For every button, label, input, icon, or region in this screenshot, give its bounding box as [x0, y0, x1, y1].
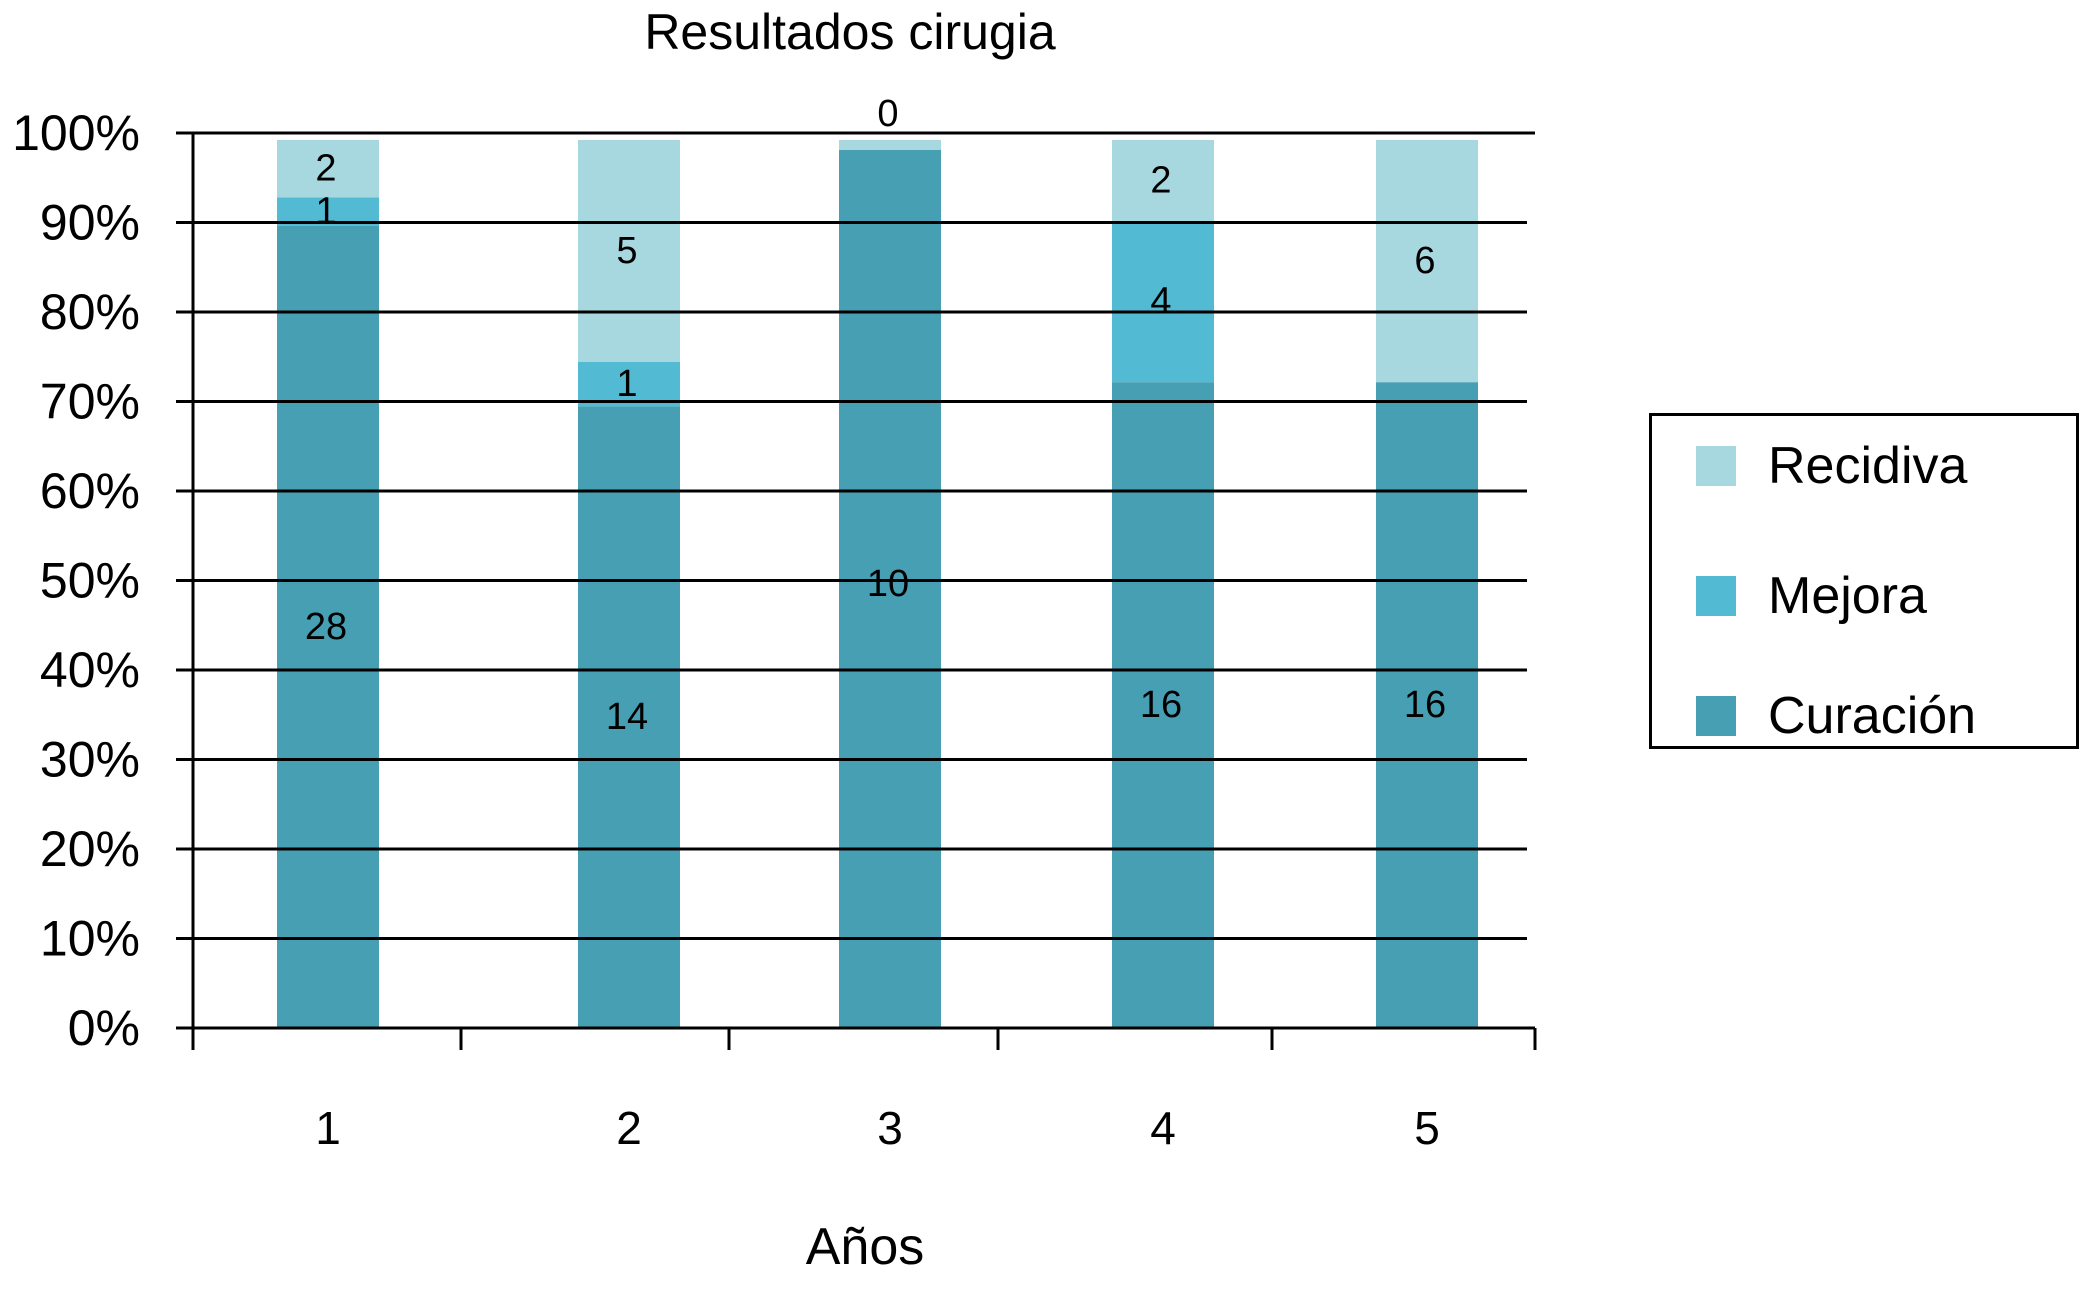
data-label: 2 [315, 148, 336, 190]
y-tick-label: 60% [40, 463, 140, 519]
legend-item-mejora: Mejora [1696, 566, 1927, 626]
bar-recidiva-4 [1112, 140, 1214, 221]
legend-item-curacion: Curación [1696, 686, 1976, 746]
bar-recidiva-1 [277, 140, 379, 198]
y-tick-label: 10% [40, 911, 140, 967]
bar-recidiva-5 [1376, 140, 1478, 383]
legend-item-recidiva: Recidiva [1696, 436, 1967, 496]
bar-recidiva-3 [839, 140, 941, 150]
legend-swatch-curacion [1696, 696, 1736, 736]
data-label: 16 [1404, 684, 1446, 726]
bar-curación-2 [578, 406, 680, 1028]
data-label: 2 [1150, 159, 1171, 201]
data-label: 5 [616, 230, 637, 272]
y-tick-label: 90% [40, 195, 140, 251]
data-label: 6 [1414, 240, 1435, 282]
legend-label-curacion: Curación [1768, 687, 1977, 745]
x-tick-label: 3 [877, 1102, 903, 1154]
bar-recidiva-2 [578, 140, 680, 362]
bar-curación-3 [839, 140, 941, 1028]
data-label: 28 [305, 606, 347, 648]
x-tick-label: 1 [315, 1102, 341, 1154]
legend-swatch-mejora [1696, 576, 1736, 616]
data-label: 0 [877, 93, 898, 135]
y-tick-label: 80% [40, 284, 140, 340]
data-label: 1 [616, 363, 637, 405]
y-tick-label: 70% [40, 374, 140, 430]
y-tick-label: 50% [40, 553, 140, 609]
bar-mejora-4 [1112, 220, 1214, 383]
x-tick-label: 5 [1414, 1102, 1440, 1154]
data-label: 16 [1140, 684, 1182, 726]
data-label: 10 [867, 563, 909, 605]
legend-swatch-recidiva [1696, 446, 1736, 486]
x-tick-label: 4 [1150, 1102, 1176, 1154]
chart-title: Resultados cirugia [644, 4, 1056, 60]
data-label: 4 [1150, 280, 1171, 322]
data-label: 1 [315, 191, 336, 233]
y-tick-label: 0% [68, 1000, 140, 1056]
bar-curación-1 [277, 225, 379, 1028]
x-tick-label: 2 [616, 1102, 642, 1154]
x-axis-title: Años [805, 1218, 925, 1276]
y-tick-label: 20% [40, 821, 140, 877]
legend-label-mejora: Mejora [1768, 567, 1927, 625]
y-tick-label: 100% [12, 105, 140, 161]
y-tick-label: 30% [40, 732, 140, 788]
legend-label-recidiva: Recidiva [1768, 437, 1968, 495]
legend: Recidiva Mejora Curación [1649, 413, 2079, 749]
bar-mejora-2 [578, 362, 680, 407]
y-tick-label: 40% [40, 642, 140, 698]
data-label: 14 [606, 696, 648, 738]
